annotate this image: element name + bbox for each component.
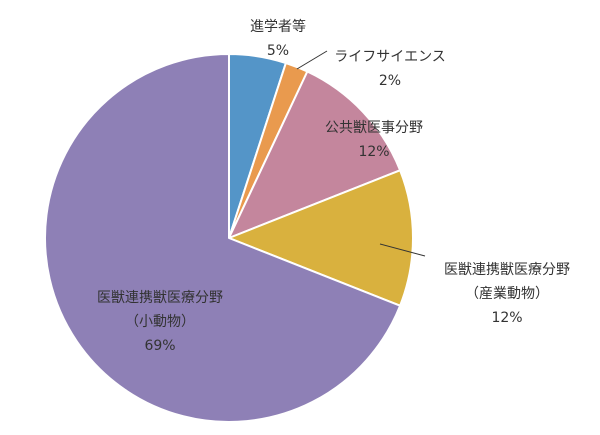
slice-value-label: 5% [267,43,289,59]
slice-category-label: 進学者等 [250,18,306,35]
pie-slice-5 [44,53,402,423]
slice-category-label: 公共獣医事分野 [325,120,423,136]
slice-category-label: ライフサイエンス [334,49,446,65]
slice-value-label: 12% [491,310,522,326]
leader-lines-layer [296,50,426,257]
slice-category-label: 医獣連携獣医療分野 [97,289,223,306]
slice-category-label: （小動物） [125,314,195,330]
data-label-4: 医獣連携獣医療分野 （産業動物） 12% [444,261,570,326]
slice-value-label: 69% [144,338,175,354]
data-label-3: 公共獣医事分野 12% [325,120,423,160]
pie-slice-4 [228,169,414,307]
slice-value-label: 2% [379,73,401,89]
data-label-2: ライフサイエンス 2% [334,49,446,89]
leader-line-4 [379,243,426,257]
data-label-1: 進学者等 5% [250,18,306,59]
data-label-5: 医獣連携獣医療分野 （小動物） 69% [97,289,223,354]
pie-slice-3 [228,70,402,239]
slice-category-label: 医獣連携獣医療分野 [444,261,570,278]
labels-layer: 進学者等 5% ライフサイエンス 2% 公共獣医事分野 12% 医獣連携獣医療分野 （産業動物… [97,18,570,354]
slice-value-label: 12% [358,144,389,160]
slices-layer [44,53,414,423]
leader-line-2 [296,50,328,70]
slice-category-label: （産業動物） [465,286,549,302]
